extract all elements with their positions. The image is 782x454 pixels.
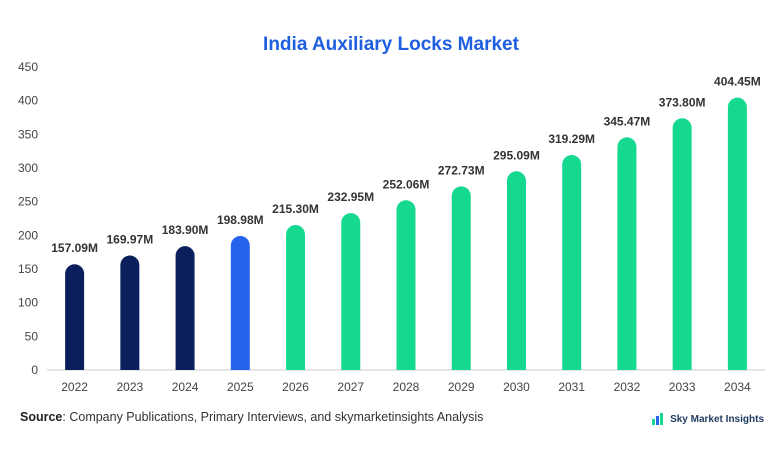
y-tick-label: 0 bbox=[31, 363, 38, 377]
x-tick-label: 2034 bbox=[724, 380, 751, 394]
x-tick-label: 2027 bbox=[337, 380, 364, 394]
x-tick-label: 2028 bbox=[393, 380, 420, 394]
brand-name: Sky Market Insights bbox=[670, 413, 764, 425]
y-tick-label: 450 bbox=[18, 60, 38, 74]
bar-2029 bbox=[451, 186, 471, 370]
data-label-2030: 295.09M bbox=[493, 148, 540, 162]
bar-2022 bbox=[65, 264, 85, 370]
data-label-2024: 183.90M bbox=[162, 223, 209, 237]
data-label-2029: 272.73M bbox=[438, 163, 485, 177]
bar-2027 bbox=[341, 213, 361, 370]
bar-2024 bbox=[175, 246, 195, 370]
y-tick-label: 150 bbox=[18, 262, 38, 276]
y-tick-label: 350 bbox=[18, 127, 38, 141]
source-text: : Company Publications, Primary Intervie… bbox=[62, 410, 484, 424]
x-tick-label: 2031 bbox=[558, 380, 585, 394]
x-tick-label: 2030 bbox=[503, 380, 530, 394]
brand-icon bbox=[652, 413, 664, 425]
x-tick-label: 2032 bbox=[614, 380, 641, 394]
y-axis-ticks: 0 50 100 150 200 250 300 350 400 450 bbox=[18, 60, 38, 377]
source-note: Source: Company Publications, Primary In… bbox=[20, 410, 483, 424]
x-tick-label: 2026 bbox=[282, 380, 309, 394]
data-label-2027: 232.95M bbox=[327, 190, 374, 204]
bar-2026 bbox=[286, 225, 306, 370]
x-tick-label: 2025 bbox=[227, 380, 254, 394]
brand-logo: Sky Market Insights bbox=[652, 413, 764, 425]
y-tick-label: 200 bbox=[18, 228, 38, 242]
bar-2032 bbox=[617, 137, 637, 370]
data-label-2033: 373.80M bbox=[659, 95, 706, 109]
bar-2033 bbox=[672, 118, 692, 370]
x-tick-label: 2022 bbox=[61, 380, 88, 394]
y-tick-label: 300 bbox=[18, 161, 38, 175]
data-label-2028: 252.06M bbox=[383, 177, 430, 191]
y-tick-label: 250 bbox=[18, 195, 38, 209]
bar-2034 bbox=[727, 97, 747, 370]
data-label-2034: 404.45M bbox=[714, 75, 761, 89]
x-tick-label: 2023 bbox=[116, 380, 143, 394]
x-tick-label: 2033 bbox=[669, 380, 696, 394]
bar-2028 bbox=[396, 200, 416, 370]
bar-2023 bbox=[120, 255, 140, 370]
data-label-2032: 345.47M bbox=[604, 114, 651, 128]
bar-2031 bbox=[562, 155, 582, 370]
value-labels: 157.09M 169.97M 183.90M 198.98M 215.30M 232.9… bbox=[51, 75, 760, 256]
data-label-2023: 169.97M bbox=[106, 233, 153, 247]
y-tick-label: 50 bbox=[25, 329, 39, 343]
x-axis-ticks: 2022 2023 2024 2025 2026 2027 2028 2029 2030 2031… bbox=[61, 380, 751, 394]
bar-2025 bbox=[230, 236, 250, 370]
source-label: Source bbox=[20, 410, 63, 424]
bars bbox=[65, 97, 747, 370]
data-label-2025: 198.98M bbox=[217, 213, 264, 227]
bar-2030 bbox=[506, 171, 526, 370]
y-tick-label: 400 bbox=[18, 94, 38, 108]
data-label-2031: 319.29M bbox=[548, 132, 595, 146]
chart-title: India Auxiliary Locks Market bbox=[263, 34, 519, 55]
x-tick-label: 2029 bbox=[448, 380, 475, 394]
y-tick-label: 100 bbox=[18, 296, 38, 310]
x-tick-label: 2024 bbox=[172, 380, 199, 394]
data-label-2022: 157.09M bbox=[51, 241, 98, 255]
data-label-2026: 215.30M bbox=[272, 202, 319, 216]
